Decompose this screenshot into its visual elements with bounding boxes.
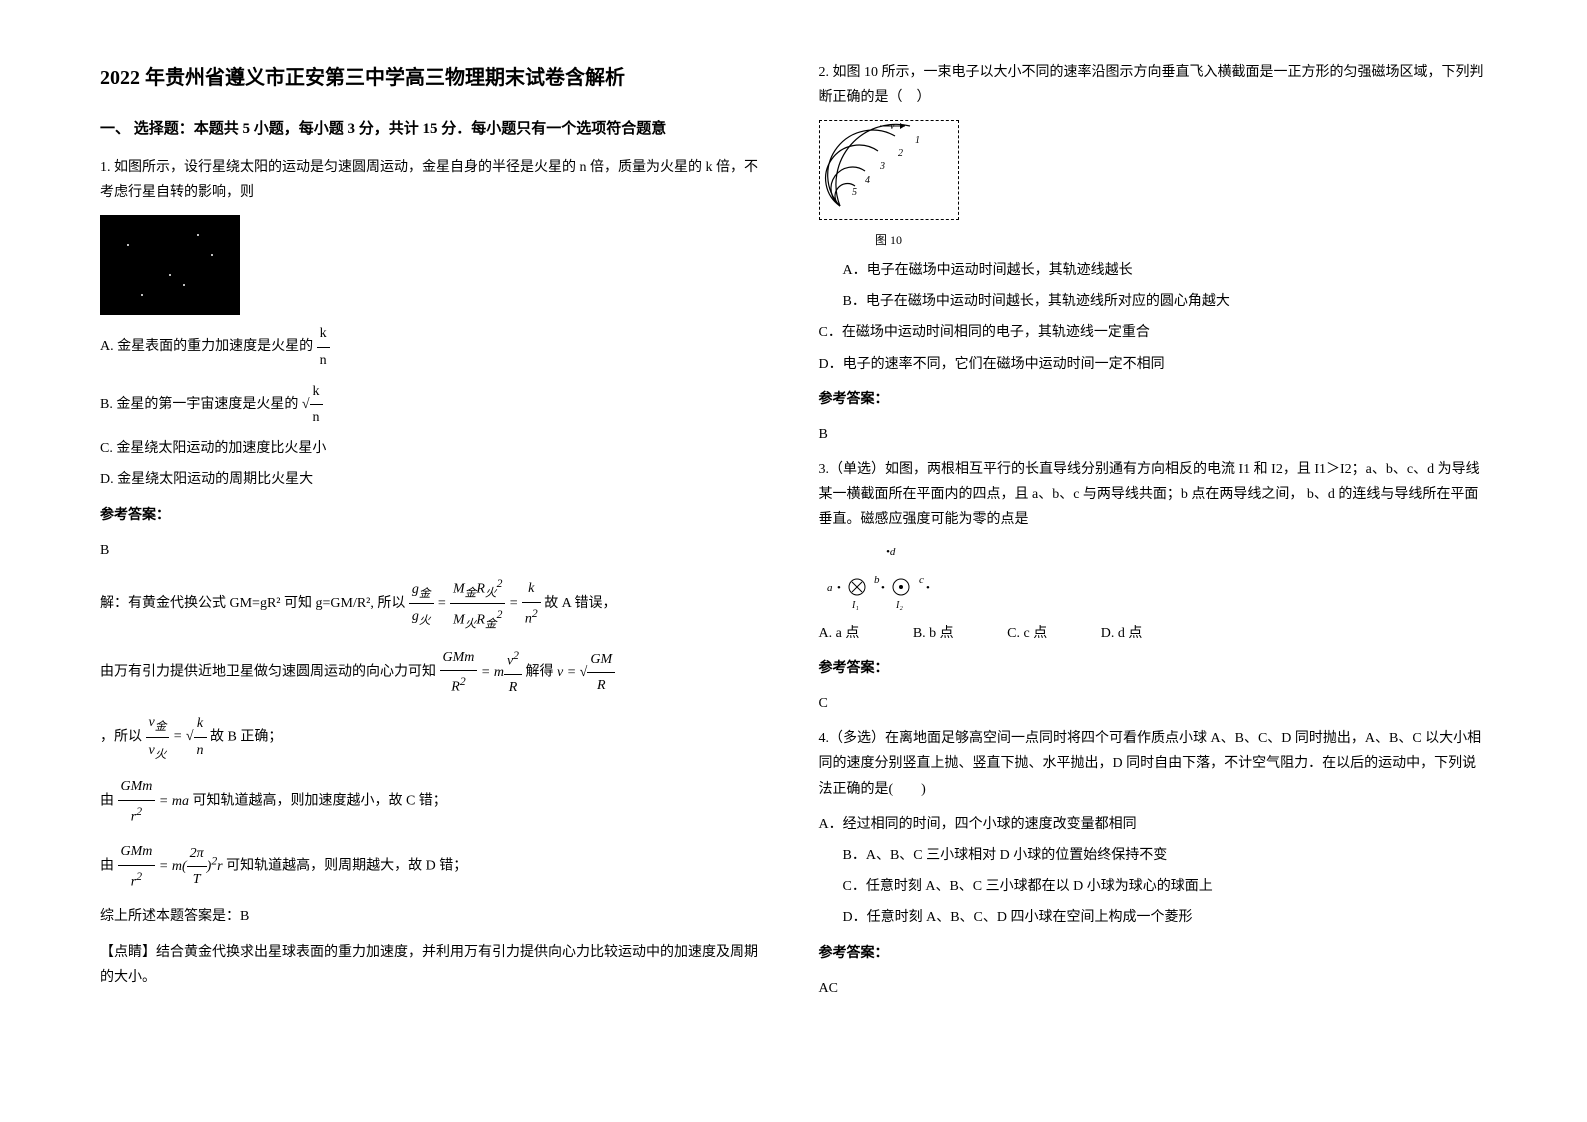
q2-answer: B [819,422,1488,447]
formula-2: GMmR2 = mv2R [440,665,526,680]
formula-3: v = √GMR [557,665,615,680]
formula-6: GMmr2 = m(2πT)2r [118,859,227,874]
q4-answer-label: 参考答案： [819,941,1488,966]
q3-option-a: A. a 点 [819,626,860,641]
q2-caption: 图 10 [819,230,959,252]
sqrt-icon: √ [302,397,310,412]
svg-text:•d: •d [886,546,896,558]
q1-sol2: 由万有引力提供近地卫星做匀速圆周运动的向心力可知 GMmR2 = mv2R 解得… [100,645,769,700]
q2-answer-label: 参考答案： [819,387,1488,412]
q2-text: 2. 如图 10 所示，一束电子以大小不同的速率沿图示方向垂直飞入横截面是一正方… [819,60,1488,110]
stars-image [100,215,240,315]
q4-option-b: B．A、B、C 三小球相对 D 小球的位置始终保持不变 [843,843,1488,868]
q4-option-c: C．任意时刻 A、B、C 三小球都在以 D 小球为球心的球面上 [843,874,1488,899]
q1-option-c: C. 金星绕太阳运动的加速度比火星小 [100,436,769,461]
q4-text: 4.（多选）在离地面足够高空间一点同时将四个可看作质点小球 A、B、C、D 同时… [819,726,1488,802]
svg-text:•: • [881,582,885,594]
formula-4: v金v火 = √kn [146,729,211,744]
svg-text:2: 2 [898,148,903,159]
q1-option-a: A. 金星表面的重力加速度是火星的 k n [100,321,769,372]
q3-answer-label: 参考答案： [819,656,1488,681]
svg-text:3: 3 [879,161,885,172]
q1-option-d: D. 金星绕太阳运动的周期比火星大 [100,467,769,492]
q4-answer: AC [819,976,1488,1001]
svg-text:•: • [926,582,930,594]
fraction-k-n-2: k n [310,379,323,430]
q1-sol1: 解：有黄金代换公式 GM=gR² 可知 g=GM/R², 所以 g金g火 = M… [100,573,769,635]
q2-option-c: C．在磁场中运动时间相同的电子，其轨迹线一定重合 [819,320,1488,345]
svg-text:4: 4 [865,175,870,186]
svg-text:c: c [919,574,924,586]
q3-options: A. a 点 B. b 点 C. c 点 D. d 点 [819,621,1488,646]
svg-text:•: • [837,582,841,594]
circuit-diagram: •d a • I₁ b • I₂ c • [819,543,969,613]
left-column: 2022 年贵州省遵义市正安第三中学高三物理期末试卷含解析 一、 选择题：本题共… [100,60,769,1011]
right-column: 2. 如图 10 所示，一束电子以大小不同的速率沿图示方向垂直飞入横截面是一正方… [819,60,1488,1011]
q3-text: 3.（单选）如图，两根相互平行的长直导线分别通有方向相反的电流 I1 和 I2，… [819,457,1488,533]
q1-sol5: 由 GMmr2 = m(2πT)2r 可知轨道越高，则周期越大，故 D 错； [100,839,769,894]
fraction-k-n: k n [317,321,330,372]
svg-text:5: 5 [852,187,857,198]
q2-option-b: B．电子在磁场中运动时间越长，其轨迹线所对应的圆心角越大 [843,289,1488,314]
q1-text: 1. 如图所示，设行星绕太阳的运动是匀速圆周运动，金星自身的半径是火星的 n 倍… [100,155,769,205]
svg-text:b: b [874,574,880,586]
q3-option-c: C. c 点 [1007,626,1047,641]
q1-answer: B [100,538,769,563]
q4-option-d: D．任意时刻 A、B、C、D 四小球在空间上构成一个菱形 [843,905,1488,930]
q1-answer-label: 参考答案： [100,503,769,528]
q1-hint: 【点睛】结合黄金代换求出星球表面的重力加速度，并利用万有引力提供向心力比较运动中… [100,940,769,990]
q1-sol3: ，所以 v金v火 = √kn 故 B 正确； [100,710,769,765]
q1-optA-prefix: A. 金星表面的重力加速度是火星的 [100,339,313,354]
q3-answer: C [819,691,1488,716]
q4-option-a: A．经过相同的时间，四个小球的速度改变量都相同 [819,812,1488,837]
svg-text:I₂: I₂ [895,600,903,611]
q1-sol6: 综上所述本题答案是：B [100,904,769,929]
q3-option-b: B. b 点 [913,626,954,641]
q3-option-d: D. d 点 [1101,626,1143,641]
magnetic-field-diagram: 1 2 3 4 5 v [819,120,959,220]
q1-sol4: 由 GMmr2 = ma 可知轨道越高，则加速度越小，故 C 错； [100,774,769,829]
page-title: 2022 年贵州省遵义市正安第三中学高三物理期末试卷含解析 [100,60,769,96]
formula-5: GMmr2 = ma [118,794,193,809]
q1-optB-prefix: B. 金星的第一宇宙速度是火星的 [100,397,298,412]
svg-text:a: a [827,582,833,594]
q2-option-a: A．电子在磁场中运动时间越长，其轨迹线越长 [843,258,1488,283]
section-heading: 一、 选择题：本题共 5 小题，每小题 3 分，共计 15 分．每小题只有一个选… [100,116,769,143]
q2-option-d: D．电子的速率不同，它们在磁场中运动时间一定不相同 [819,352,1488,377]
svg-text:I₁: I₁ [851,600,859,611]
formula-1: g金g火 = M金R火2M火R金2 = kn2 [409,596,544,611]
svg-text:1: 1 [915,135,920,146]
q1-option-b: B. 金星的第一宇宙速度是火星的 √ k n [100,379,769,430]
